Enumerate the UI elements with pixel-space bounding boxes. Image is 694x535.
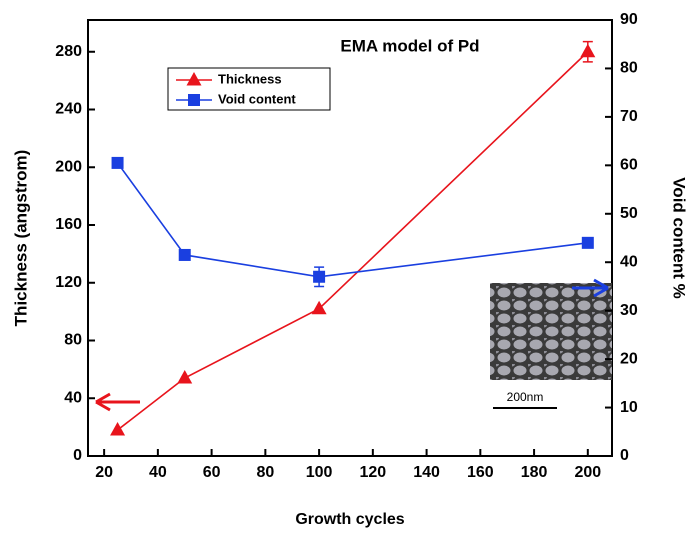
y-tick-label: 280 [55, 43, 82, 60]
y2-tick-label: 90 [620, 11, 638, 28]
y-tick-label: 240 [55, 101, 82, 118]
y2-tick-label: 20 [620, 350, 638, 367]
legend-marker [188, 94, 200, 106]
x-tick-label: 140 [413, 464, 440, 481]
data-point [110, 422, 126, 436]
y2-tick-label: 60 [620, 157, 638, 174]
x-tick-label: 200 [574, 464, 601, 481]
y2-axis-title: Void content % [670, 177, 689, 299]
plot-frame [87, 19, 613, 457]
y-tick-label: 0 [73, 447, 82, 464]
y2-tick-label: 30 [620, 302, 638, 319]
y-tick-label: 40 [64, 389, 82, 406]
y2-tick-label: 40 [620, 253, 638, 270]
legend-label: Thickness [218, 71, 282, 86]
y2-tick-label: 50 [620, 205, 638, 222]
legend-label: Void content [218, 91, 296, 106]
y2-tick-label: 10 [620, 399, 638, 416]
data-point [111, 156, 124, 169]
x-tick-label: 120 [359, 464, 386, 481]
right-arrow [572, 278, 609, 298]
x-tick-label: 180 [521, 464, 548, 481]
y-axis-title: Thickness (angstrom) [11, 150, 30, 327]
y-tick-label: 200 [55, 158, 82, 175]
x-axis-title: Growth cycles [295, 511, 404, 528]
x-tick-label: 100 [306, 464, 333, 481]
data-point [581, 236, 594, 249]
data-point [177, 370, 193, 384]
x-tick-label: 80 [256, 464, 274, 481]
x-tick-label: 160 [467, 464, 494, 481]
y2-tick-label: 80 [620, 60, 638, 77]
x-tick-label: 40 [149, 464, 167, 481]
y-tick-label: 160 [55, 216, 82, 233]
y-tick-label: 120 [55, 274, 82, 291]
data-point [178, 248, 191, 261]
left-arrow [95, 392, 140, 412]
series-line [116, 162, 588, 278]
data-point [313, 270, 326, 283]
scale-label: 200nm [507, 390, 544, 404]
legend-marker [186, 72, 202, 86]
data-point [580, 43, 596, 58]
series-line [117, 51, 589, 431]
y2-tick-label: 0 [620, 447, 629, 464]
x-tick-label: 20 [95, 464, 113, 481]
x-tick-label: 60 [203, 464, 221, 481]
chart-title: EMA model of Pd [340, 36, 479, 55]
y2-tick-label: 70 [620, 108, 638, 125]
inset-image [490, 283, 612, 380]
data-point [311, 300, 327, 315]
y-tick-label: 80 [64, 332, 82, 349]
